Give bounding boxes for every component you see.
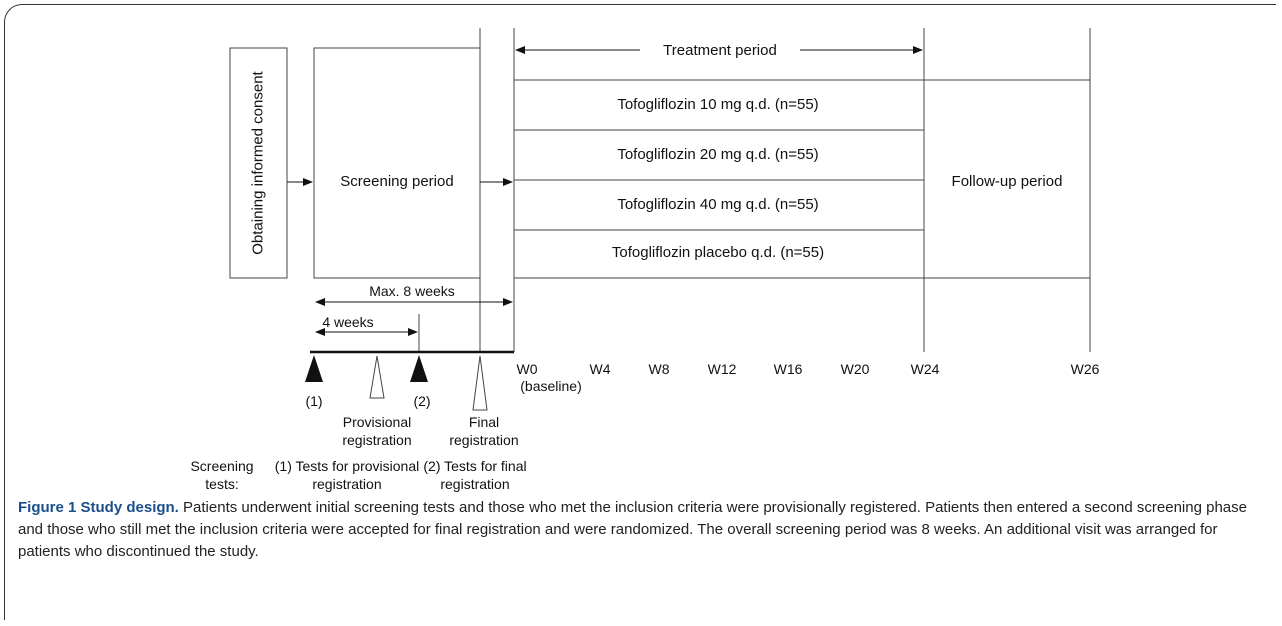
week-label: W16	[773, 361, 803, 377]
consent-label: Obtaining informed consent	[249, 71, 267, 255]
marker-label: Provisional registration	[342, 414, 412, 448]
tests-label: (2) Tests for final registration	[423, 458, 527, 492]
open-marker	[472, 355, 488, 411]
baseline-label: (baseline)	[520, 378, 582, 394]
week-label: W8	[648, 361, 670, 377]
arm-label: Tofogliflozin 10 mg q.d. (n=55)	[617, 96, 819, 113]
arm-label: Tofogliflozin 40 mg q.d. (n=55)	[617, 196, 819, 213]
week-label: W0	[516, 361, 538, 377]
marker-label: (2)	[413, 393, 431, 409]
week-label: W20	[840, 361, 870, 377]
consent-box	[229, 47, 288, 279]
filled-marker	[410, 355, 428, 382]
treatment-label: Treatment period	[657, 42, 783, 60]
tests-label: (1) Tests for provisional registration	[274, 458, 420, 492]
week-label: W12	[707, 361, 737, 377]
week-label: W26	[1070, 361, 1100, 377]
caption-text: Patients underwent initial screening tes…	[18, 499, 1247, 560]
figure-frame	[4, 4, 1276, 620]
caption-title: Figure 1 Study design.	[18, 499, 179, 516]
arm-label: Tofogliflozin 20 mg q.d. (n=55)	[617, 146, 819, 163]
filled-marker	[305, 355, 323, 382]
screening-label: Screening period	[340, 173, 454, 190]
open-marker	[369, 355, 385, 399]
week-label: W4	[589, 361, 611, 377]
screening-box	[313, 47, 481, 279]
followup-label: Follow-up period	[951, 173, 1063, 190]
marker-label: (1)	[305, 393, 323, 409]
caption: Figure 1 Study design. Patients underwen…	[18, 497, 1270, 563]
arm-label: Tofogliflozin placebo q.d. (n=55)	[611, 244, 825, 261]
duration-label: Max. 8 weeks	[369, 283, 455, 299]
marker-label: Final registration	[449, 414, 519, 448]
duration-label: 4 weeks	[322, 314, 374, 330]
week-label: W24	[910, 361, 940, 377]
tests-heading: Screening tests:	[190, 458, 254, 492]
